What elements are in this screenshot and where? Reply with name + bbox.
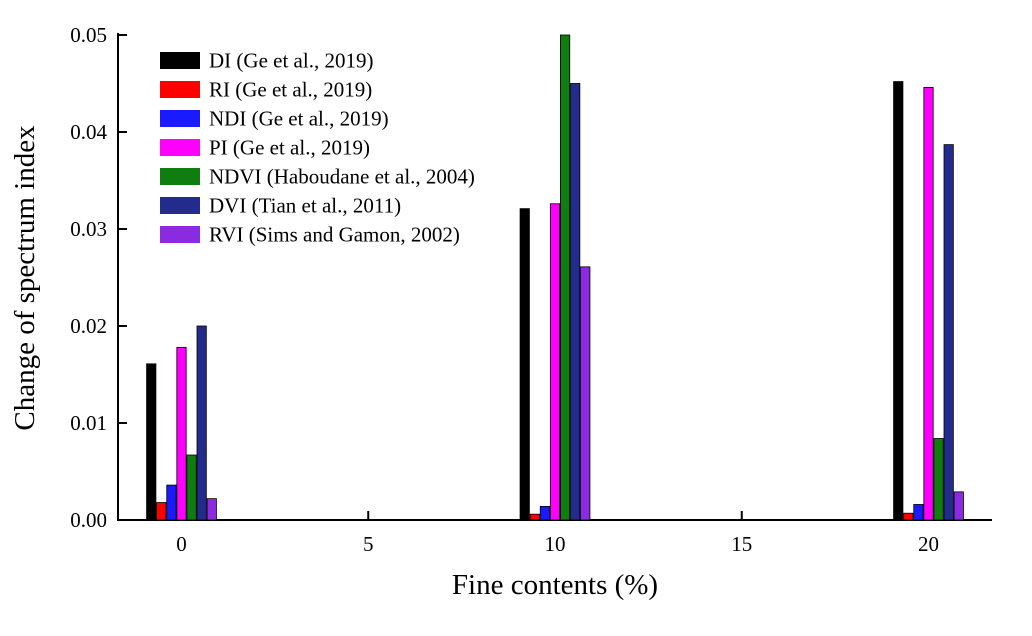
bar-group1-series1 [529,513,540,521]
y-tick-label: 0.05 [70,23,107,47]
bar-group0-series4 [186,454,197,521]
bar-group0-series1 [156,502,167,521]
legend-swatch [160,81,200,98]
legend-swatch [160,52,200,69]
bar-group1-series0 [519,208,530,521]
y-tick-label: 0.00 [70,508,107,532]
legend-swatch [160,110,200,127]
legend-label: DI (Ge et al., 2019) [209,49,373,73]
legend-label: DVI (Tian et al., 2011) [209,194,401,218]
bar-group1-series4 [560,34,571,521]
bar-group0-series0 [146,363,157,521]
y-tick-label: 0.03 [70,217,107,241]
legend-label: NDVI (Haboudane et al., 2004) [209,165,475,189]
legend-swatch [160,168,200,185]
bar-group2-series3 [923,86,934,521]
y-axis-label: Change of spectrum index [9,125,41,431]
legend-label: RI (Ge et al., 2019) [209,78,372,102]
legend-label: RVI (Sims and Gamon, 2002) [209,223,460,247]
y-tick-label: 0.04 [70,120,107,144]
legend-swatch [160,139,200,156]
legend-label: PI (Ge et al., 2019) [209,136,370,160]
x-tick-label: 5 [363,532,374,556]
bar-group2-series2 [913,504,924,521]
legend-swatch [160,226,200,243]
y-tick-label: 0.02 [70,314,107,338]
bar-group2-series5 [943,144,954,521]
x-tick-label: 15 [731,532,752,556]
bar-group2-series4 [933,438,944,521]
bar-group2-series0 [893,81,904,521]
bar-group1-series3 [549,203,561,521]
x-tick-label: 20 [918,532,939,556]
bar-group1-series6 [580,266,591,521]
plot-area: 0.00 0.01 0.02 0.03 0.04 0.05 0 5 10 15 20 DI (Ge e… [70,23,992,556]
legend-swatch [160,197,200,214]
x-axis-label: Fine contents (%) [452,569,658,601]
x-tick-label: 10 [545,532,566,556]
y-tick-label: 0.01 [70,411,107,435]
legend-label: NDI (Ge et al., 2019) [209,107,389,131]
x-tick-label: 0 [176,532,187,556]
bar-group0-series2 [166,484,177,521]
bar-group2-series6 [953,491,964,521]
bar-group0-series5 [196,325,207,521]
bar-group1-series2 [539,506,550,521]
bar-group0-series3 [176,346,187,521]
bar-group2-series1 [903,512,914,521]
bar-group0-series6 [206,498,217,521]
bar-group1-series5 [570,83,581,521]
